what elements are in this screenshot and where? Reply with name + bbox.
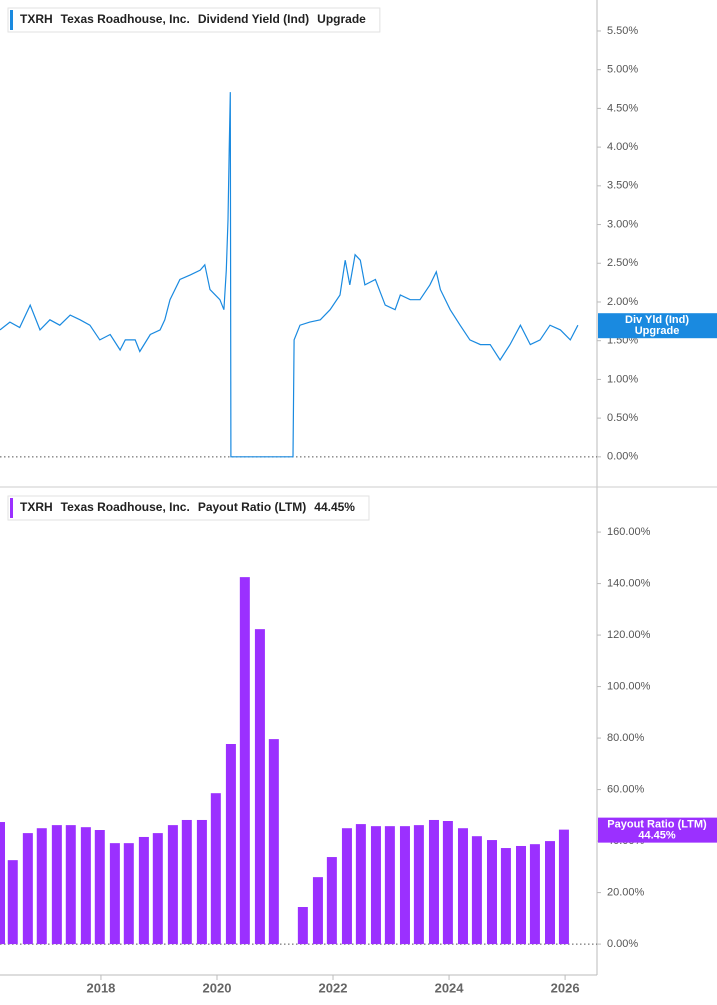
y-tick-label: 160.00% — [607, 526, 651, 538]
y-tick-label: 20.00% — [607, 886, 645, 898]
bar — [109, 843, 120, 945]
x-tick-label: 2018 — [86, 980, 115, 995]
legend: TXRH Texas Roadhouse, Inc. Payout Ratio (L… — [7, 495, 370, 521]
legend-metric: Dividend Yield (Ind) — [198, 12, 309, 26]
y-tick-label: 4.00% — [607, 141, 638, 153]
bar — [297, 907, 308, 945]
y-tick-label: 4.50% — [607, 102, 638, 114]
bar — [413, 825, 424, 945]
y-tick-label: 1.00% — [607, 373, 638, 385]
bar — [7, 860, 18, 945]
value-tag — [598, 313, 717, 339]
y-tick-label: 0.00% — [607, 938, 638, 950]
x-tick-label: 2022 — [319, 980, 348, 995]
bar — [138, 836, 149, 945]
y-tick-label: 5.00% — [607, 64, 638, 76]
bar — [326, 857, 337, 945]
legend-box — [7, 7, 381, 33]
y-tick-label: 2.00% — [607, 296, 638, 308]
legend-metric: Payout Ratio (LTM) — [198, 500, 306, 514]
value-tag-value: 44.45% — [638, 830, 676, 842]
bar — [384, 826, 395, 945]
y-tick-label: 3.50% — [607, 180, 638, 192]
bar — [22, 833, 33, 945]
bar — [196, 819, 207, 945]
x-tick-label: 2026 — [551, 980, 580, 995]
value-tag-name: Div Yld (Ind) — [625, 314, 689, 326]
line-series — [0, 92, 579, 458]
bar — [370, 826, 381, 945]
bar — [80, 827, 91, 945]
legend-company: Texas Roadhouse, Inc. — [61, 500, 190, 514]
y-tick-label: 2.50% — [607, 257, 638, 269]
legend-status: Upgrade — [317, 12, 366, 26]
legend-ticker: TXRH — [20, 500, 53, 514]
bar — [0, 822, 5, 945]
y-tick-label: 80.00% — [607, 732, 645, 744]
bar — [181, 819, 192, 945]
bar — [545, 841, 556, 945]
y-tick-label: 60.00% — [607, 783, 645, 795]
bar — [268, 739, 279, 945]
legend-swatch — [10, 10, 13, 30]
bar — [515, 845, 526, 945]
bar — [210, 793, 221, 945]
legend-box — [7, 495, 370, 521]
bar — [36, 828, 47, 945]
bar — [442, 821, 453, 945]
y-tick-label: 0.00% — [607, 451, 638, 463]
bar — [341, 828, 352, 945]
value-tag-name: Payout Ratio (LTM) — [607, 819, 707, 831]
legend-swatch — [10, 498, 13, 518]
y-tick-label: 120.00% — [607, 629, 651, 641]
y-tick-label: 100.00% — [607, 680, 651, 692]
y-tick-label: 0.50% — [607, 412, 638, 424]
legend: TXRH Texas Roadhouse, Inc. Dividend Yield … — [7, 7, 381, 33]
bar — [399, 826, 410, 945]
legend-company: Texas Roadhouse, Inc. — [61, 12, 190, 26]
bar — [500, 848, 511, 945]
value-tag — [598, 817, 717, 843]
y-tick-label: 140.00% — [607, 577, 651, 589]
bar — [457, 828, 468, 945]
bar — [312, 877, 323, 945]
bar — [529, 844, 540, 945]
bar — [355, 824, 366, 945]
value-tag-value: Upgrade — [635, 325, 680, 337]
bar — [239, 577, 250, 945]
bar — [123, 843, 134, 945]
bar — [167, 825, 178, 945]
legend-status: 44.45% — [314, 500, 355, 514]
bar — [471, 836, 482, 945]
y-tick-label: 3.00% — [607, 218, 638, 230]
bar — [254, 629, 265, 945]
bar — [225, 744, 236, 945]
bar — [94, 830, 105, 945]
x-tick-label: 2020 — [203, 980, 232, 995]
x-tick-label: 2024 — [435, 980, 465, 995]
bar — [51, 825, 62, 945]
legend-ticker: TXRH — [20, 12, 53, 26]
bar — [558, 829, 569, 945]
y-tick-label: 5.50% — [607, 25, 638, 37]
bar — [428, 819, 439, 945]
bar — [486, 840, 497, 945]
bar — [65, 825, 76, 945]
bar — [152, 833, 163, 945]
